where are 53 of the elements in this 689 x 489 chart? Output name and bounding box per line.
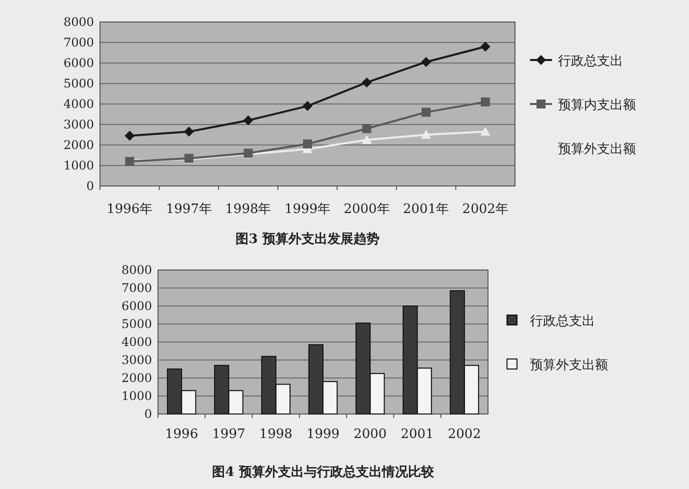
point (124, 130, 135, 141)
y-tick-label: 4000 (121, 335, 152, 349)
x-tick-label: 1996 (165, 427, 198, 442)
point (421, 56, 432, 67)
y-tick-label: 5000 (63, 76, 94, 90)
point (421, 130, 432, 139)
x-tick-label: 1997 (212, 427, 246, 442)
y-tick-label: 1000 (121, 389, 152, 403)
legend-label: 预算内支出额 (558, 98, 636, 113)
legend-label: 行政总支出 (530, 314, 595, 329)
y-tick-label: 2000 (121, 371, 152, 385)
y-tick-label: 3000 (121, 353, 152, 367)
point (362, 124, 372, 134)
x-tick-label: 2001年 (403, 202, 450, 217)
x-tick-label: 1996年 (106, 202, 153, 217)
y-tick-label: 2000 (63, 138, 94, 152)
y-tick-label: 7000 (121, 281, 152, 295)
point (480, 97, 490, 106)
point (480, 42, 490, 52)
y-tick-label: 6000 (63, 56, 94, 70)
x-tick-label: 1999 (306, 427, 340, 442)
y-tick-label: 8000 (121, 263, 152, 277)
x-tick-label: 2002 (448, 427, 481, 442)
y-tick-label: 8000 (63, 15, 94, 29)
x-tick-label: 2000年 (344, 202, 390, 217)
y-tick-label: 3000 (63, 118, 94, 132)
point (243, 115, 254, 126)
x-tick-label: 1998年 (225, 202, 272, 217)
x-tick-label: 2001 (400, 427, 434, 442)
point (184, 126, 194, 137)
x-tick-label: 1998 (259, 427, 292, 442)
text: 预算外支出额 (558, 142, 636, 157)
point (422, 108, 431, 117)
legend-label: 预算外支出额 (530, 358, 608, 373)
y-tick-label: 0 (86, 179, 94, 193)
point (480, 126, 490, 136)
y-tick-label: 1000 (63, 158, 94, 172)
text: 图3 预算外支出发展趋势 (236, 231, 380, 247)
x-tick-label: 2002年 (462, 202, 508, 217)
point (303, 139, 312, 148)
point (362, 77, 372, 88)
y-tick-label: 4000 (63, 97, 94, 111)
point (302, 101, 312, 112)
x-tick-label: 1999年 (284, 202, 331, 217)
y-tick-label: 7000 (63, 36, 94, 50)
point (362, 134, 372, 144)
text: 图4 预算外支出与行政总支出情况比较 (212, 464, 435, 480)
y-tick-label: 0 (144, 407, 152, 421)
y-tick-label: 5000 (121, 317, 152, 331)
x-tick-label: 2000 (354, 427, 387, 442)
y-tick-label: 6000 (121, 299, 152, 313)
x-tick-label: 1997年 (166, 202, 212, 217)
legend-label: 行政总支出 (558, 54, 623, 69)
